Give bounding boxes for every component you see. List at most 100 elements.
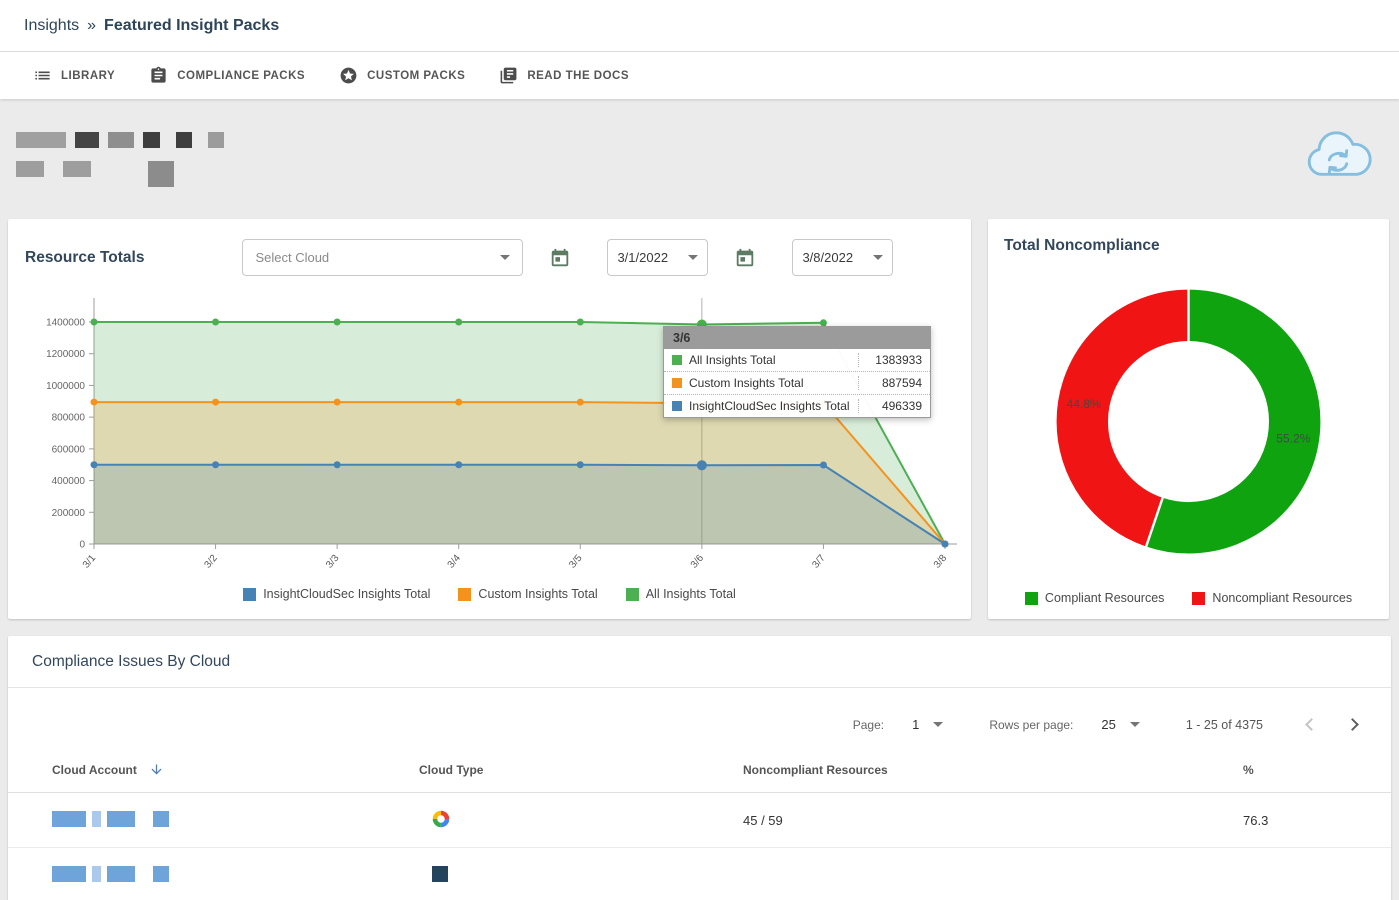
tooltip-series-name: InsightCloudSec Insights Total — [689, 399, 850, 413]
column-header-cloud-account[interactable]: Cloud Account — [8, 747, 419, 793]
svg-text:3/1: 3/1 — [81, 553, 99, 571]
legend-item-all-insights-total[interactable]: All Insights Total — [625, 587, 736, 601]
noncompliance-donut-chart[interactable]: 55.2% 44.8% — [1004, 278, 1373, 569]
noncompliant-resources-value: 45 / 59 — [743, 792, 1243, 848]
resource-totals-title: Resource Totals — [25, 248, 145, 266]
column-header-cloud-type[interactable]: Cloud Type — [419, 747, 743, 793]
tooltip-series-swatch — [672, 401, 682, 411]
date-to-value: 3/8/2022 — [802, 250, 854, 265]
page-header — [16, 131, 1385, 219]
svg-text:44.8%: 44.8% — [1067, 397, 1102, 411]
chart-tooltip: 3/6 All Insights Total 1383933 Custom Insi… — [663, 326, 931, 418]
cloud-type-cell — [419, 847, 743, 900]
redacted-account — [52, 865, 169, 882]
tooltip-date: 3/6 — [664, 327, 930, 349]
redacted-page-title — [16, 132, 224, 200]
compliance-issues-table: Cloud Account Cloud Type Noncompliant Re… — [8, 747, 1391, 900]
date-to-input[interactable]: 3/8/2022 — [792, 239, 894, 276]
redacted-text — [208, 132, 224, 148]
tab-label: READ THE DOCS — [527, 69, 630, 82]
tooltip-series-value: 887594 — [858, 376, 922, 390]
redacted-text — [52, 810, 86, 827]
next-page-button[interactable] — [1340, 712, 1365, 737]
rows-per-page-value: 25 — [1101, 717, 1116, 732]
donut-legend: Compliant Resources Noncompliant Resource… — [1004, 591, 1373, 605]
svg-text:3/2: 3/2 — [203, 553, 221, 571]
tooltip-series-name: Custom Insights Total — [689, 376, 804, 390]
svg-text:1200000: 1200000 — [46, 349, 85, 360]
tab-read-the-docs[interactable]: READ THE DOCS — [482, 52, 646, 99]
svg-text:55.2%: 55.2% — [1276, 431, 1311, 445]
breadcrumb-separator: » — [87, 16, 97, 34]
legend-swatch — [625, 587, 639, 601]
page-select[interactable]: 1 — [912, 717, 944, 732]
tab-custom-packs[interactable]: CUSTOM PACKS — [322, 52, 482, 99]
tab-library[interactable]: LIBRARY — [16, 52, 132, 99]
redacted-text — [75, 132, 99, 148]
tooltip-series-name: All Insights Total — [689, 353, 776, 367]
chevron-down-icon — [873, 255, 884, 260]
table-row[interactable] — [8, 847, 1391, 900]
redacted-text — [148, 161, 174, 187]
tab-compliance-packs[interactable]: COMPLIANCE PACKS — [132, 52, 322, 99]
table-row[interactable]: 45 / 59 76.3 — [8, 792, 1391, 848]
pagination: Page: 1 Rows per page: 25 1 - 25 of 4375 — [8, 688, 1391, 747]
redacted-text — [92, 810, 101, 827]
redacted-text — [153, 810, 169, 827]
chevron-down-icon — [933, 722, 944, 727]
legend-item-insightcloudsec-insights-total[interactable]: InsightCloudSec Insights Total — [243, 587, 430, 601]
resource-totals-card: Resource Totals Select Cloud 3/1/2022 — [8, 219, 971, 619]
legend-label: Custom Insights Total — [478, 587, 598, 601]
legend-swatch — [1024, 591, 1038, 605]
breadcrumb-insights-link[interactable]: Insights — [24, 16, 80, 34]
sort-descending-icon — [149, 762, 164, 777]
redacted-text — [63, 161, 91, 177]
cloud-type-cell — [419, 792, 743, 848]
tab-label: CUSTOM PACKS — [367, 69, 466, 82]
redacted-text — [107, 865, 135, 882]
clipboard-icon — [151, 66, 166, 83]
tooltip-row: Custom Insights Total 887594 — [664, 372, 930, 395]
redacted-text — [153, 865, 169, 882]
calendar-from-icon[interactable] — [549, 247, 571, 269]
legend-item-noncompliant-resources[interactable]: Noncompliant Resources — [1192, 591, 1352, 605]
tooltip-series-swatch — [672, 355, 682, 365]
date-from-input[interactable]: 3/1/2022 — [607, 239, 709, 276]
legend-label: Noncompliant Resources — [1212, 591, 1353, 605]
svg-text:3/5: 3/5 — [567, 553, 585, 571]
tab-bar: LIBRARY COMPLIANCE PACKS CUSTOM PACKS RE… — [0, 52, 1399, 99]
legend-item-custom-insights-total[interactable]: Custom Insights Total — [458, 587, 598, 601]
breadcrumb: Insights » Featured Insight Packs — [0, 0, 1399, 52]
svg-text:1000000: 1000000 — [46, 381, 85, 392]
legend-item-compliant-resources[interactable]: Compliant Resources — [1024, 591, 1164, 605]
total-noncompliance-card: Total Noncompliance 55.2% 44.8% Compliant… — [988, 219, 1389, 619]
cloud-provider-icon — [432, 865, 448, 882]
area-chart-legend: InsightCloudSec Insights Total Custom Ins… — [8, 578, 971, 614]
chevron-down-icon — [1129, 722, 1140, 727]
noncompliant-resources-value — [743, 847, 1243, 900]
chevron-right-icon — [1346, 718, 1359, 731]
area-chart-region: 0 200000 400000 600000 800000 1000000 1200000 1… — [8, 278, 971, 578]
cloud-select-value: Select Cloud — [255, 250, 330, 265]
svg-text:3/3: 3/3 — [324, 553, 342, 571]
compliance-issues-title: Compliance Issues By Cloud — [8, 636, 1391, 688]
tab-label: COMPLIANCE PACKS — [177, 69, 306, 82]
rows-per-page-select[interactable]: 25 — [1101, 717, 1140, 732]
legend-label: InsightCloudSec Insights Total — [263, 587, 431, 601]
cloud-select[interactable]: Select Cloud — [242, 239, 524, 276]
percent-value: 76.3 — [1243, 792, 1391, 848]
percent-value — [1243, 847, 1391, 900]
column-header-percent[interactable]: % — [1243, 747, 1391, 793]
svg-text:3/7: 3/7 — [810, 553, 828, 571]
column-header-noncompliant-resources[interactable]: Noncompliant Resources — [743, 747, 1243, 793]
svg-text:3/8: 3/8 — [932, 553, 950, 571]
column-label: Cloud Account — [52, 762, 137, 777]
chart-controls: Select Cloud 3/1/2022 3/8/2022 — [242, 239, 894, 276]
calendar-to-icon[interactable] — [734, 247, 756, 269]
resource-totals-area-chart[interactable]: 0 200000 400000 600000 800000 1000000 1200000 1… — [8, 278, 958, 578]
column-label: Noncompliant Resources — [743, 762, 888, 777]
svg-text:600000: 600000 — [52, 444, 86, 455]
prev-page-button[interactable] — [1299, 712, 1324, 737]
column-label: Cloud Type — [419, 762, 484, 777]
tooltip-row: InsightCloudSec Insights Total 496339 — [664, 395, 930, 417]
